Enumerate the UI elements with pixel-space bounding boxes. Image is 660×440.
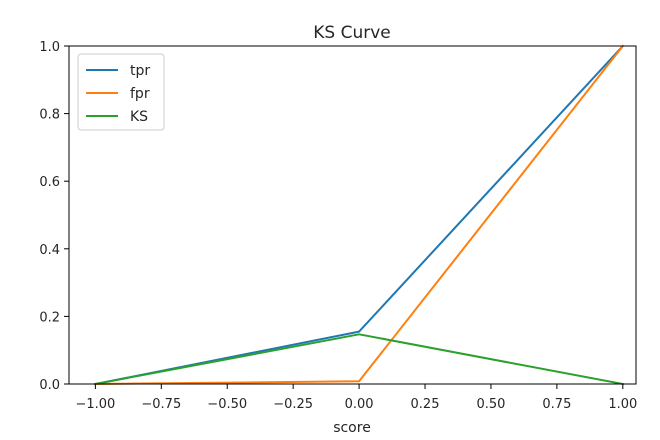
y-tick-label: 0.4: [39, 243, 60, 258]
x-tick-label: −0.75: [141, 397, 181, 412]
series-layer: [94, 44, 625, 386]
x-tick-label: 0.75: [542, 397, 571, 412]
y-tick-label: 0.2: [39, 310, 60, 325]
y-tick-label: 0.8: [39, 108, 60, 123]
chart-title: KS Curve: [313, 23, 391, 43]
series-line-tpr: [94, 44, 625, 386]
x-axis: −1.00 −0.75 −0.50 −0.25 0.00 0.25 0.50 0.75 1.00: [75, 384, 637, 412]
legend-label-ks: KS: [130, 109, 148, 125]
y-axis: 0.0 0.2 0.4 0.6 0.8 1.0: [39, 40, 69, 393]
series-line-ks: [94, 333, 624, 386]
x-tick-label: 1.00: [608, 397, 637, 412]
x-tick-label: 0.00: [345, 397, 374, 412]
x-tick-label: −0.25: [273, 397, 313, 412]
legend: tpr fpr KS: [77, 53, 165, 131]
y-tick-label: 0.6: [39, 175, 60, 190]
legend-label-fpr: fpr: [130, 86, 150, 102]
x-tick-label: −1.00: [75, 397, 115, 412]
x-tick-label: −0.50: [207, 397, 247, 412]
y-tick-label: 1.0: [39, 40, 60, 55]
y-tick-label: 0.0: [39, 378, 60, 393]
x-axis-label: score: [333, 420, 371, 436]
plot-frame: [68, 45, 637, 385]
x-tick-label: 0.25: [411, 397, 440, 412]
legend-label-tpr: tpr: [130, 63, 150, 79]
legend-box: [77, 53, 165, 131]
series-line-fpr: [94, 44, 625, 386]
x-tick-label: 0.50: [476, 397, 505, 412]
